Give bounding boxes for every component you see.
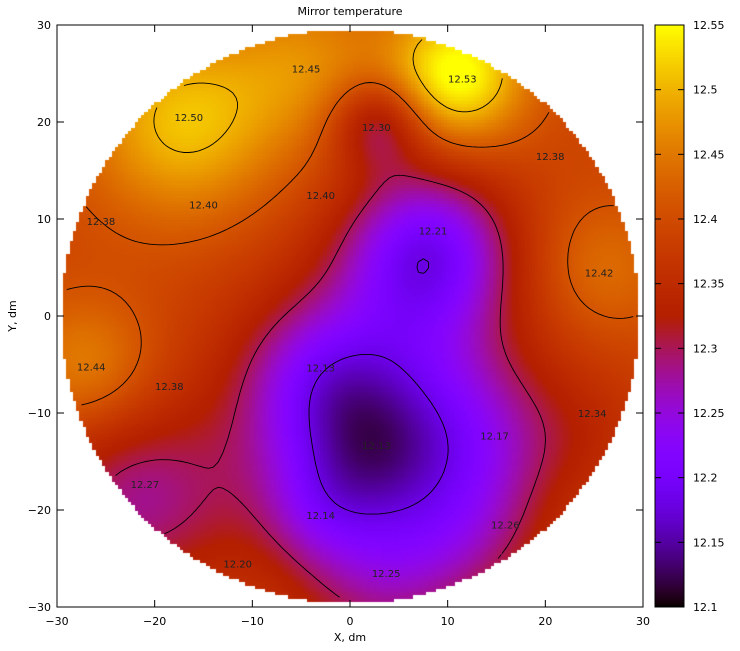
contour-lines xyxy=(66,39,634,598)
contour-label: 12.21 xyxy=(419,227,448,238)
contour-label: 12.45 xyxy=(292,65,321,76)
x-tick-label: 0 xyxy=(347,615,354,628)
chart-title: Mirror temperature xyxy=(297,5,402,18)
colorbar-tick-label: 12.55 xyxy=(693,19,725,32)
colorbar-tick-label: 12.45 xyxy=(693,148,725,161)
contour-line-0 xyxy=(308,258,449,515)
x-tick-label: 20 xyxy=(538,615,552,628)
plot-frame xyxy=(56,24,644,608)
y-axis-label: Y, dm xyxy=(6,300,19,332)
contour-label: 12.26 xyxy=(491,521,520,532)
x-tick-label: −30 xyxy=(45,615,68,628)
contour-label: 12.42 xyxy=(585,268,614,279)
colorbar-tick-label: 12.25 xyxy=(693,407,725,420)
temperature-heatmap xyxy=(57,25,643,607)
y-tick-label: 20 xyxy=(37,116,51,129)
x-tick-label: −10 xyxy=(241,615,264,628)
colorbar-ticks: 12.1 12.15 12.2 12.25 12.3 12.35 12.4 12.45 12.5… xyxy=(655,19,725,614)
contour-label: 12.20 xyxy=(223,559,252,570)
colorbar-frame xyxy=(654,24,685,608)
colorbar-tick-label: 12.1 xyxy=(693,601,718,614)
contour-label: 12.17 xyxy=(480,431,509,442)
contour-line-2 xyxy=(66,82,634,406)
colorbar-gradient xyxy=(655,25,684,607)
x-axis-ticks: −30 −20 −10 0 10 20 30 xyxy=(45,25,650,628)
contour-label: 12.13 xyxy=(306,363,335,374)
y-tick-label: −10 xyxy=(28,407,51,420)
y-tick-label: −30 xyxy=(28,601,51,614)
contour-label: 12.30 xyxy=(362,123,391,134)
x-tick-label: 10 xyxy=(441,615,455,628)
contour-label: 12.13 xyxy=(362,441,391,452)
contour-label: 12.38 xyxy=(536,152,565,163)
colorbar-tick-label: 12.2 xyxy=(693,472,718,485)
contour-label: 12.40 xyxy=(306,191,335,202)
colorbar-tick-label: 12.35 xyxy=(693,278,725,291)
colorbar-tick-label: 12.4 xyxy=(693,213,718,226)
colorbar-tick-label: 12.3 xyxy=(693,342,718,355)
colorbar-tick-label: 12.5 xyxy=(693,84,718,97)
y-tick-label: −20 xyxy=(28,504,51,517)
contour-label: 12.53 xyxy=(448,74,477,85)
contour-labels: 12.45 12.53 12.50 12.30 12.38 12.40 12.40 12.38… xyxy=(77,65,614,580)
contour-label: 12.34 xyxy=(578,409,607,420)
contour-label: 12.38 xyxy=(155,382,184,393)
x-axis-label: X, dm xyxy=(334,631,366,644)
y-tick-label: 30 xyxy=(37,19,51,32)
contour-label: 12.38 xyxy=(87,217,116,228)
x-tick-label: −20 xyxy=(143,615,166,628)
contour-line-3 xyxy=(153,39,503,153)
y-axis-ticks: −30 −20 −10 0 10 20 30 xyxy=(28,19,643,614)
contour-line-1 xyxy=(115,174,546,598)
contour-label: 12.50 xyxy=(175,113,204,124)
contour-label: 12.14 xyxy=(306,511,335,522)
x-tick-label: 30 xyxy=(636,615,650,628)
colorbar-tick-label: 12.15 xyxy=(693,536,725,549)
y-tick-label: 10 xyxy=(37,213,51,226)
contour-label: 12.44 xyxy=(77,362,106,373)
contour-label: 12.27 xyxy=(131,480,160,491)
contour-label: 12.40 xyxy=(189,200,218,211)
contour-label: 12.25 xyxy=(372,569,401,580)
y-tick-label: 0 xyxy=(44,310,51,323)
